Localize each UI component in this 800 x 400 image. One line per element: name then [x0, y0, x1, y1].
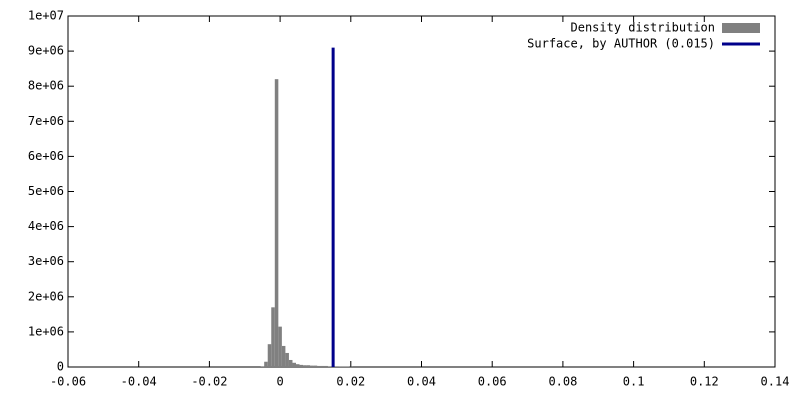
- x-tick-label: -0.04: [121, 375, 157, 389]
- bar: [278, 326, 282, 367]
- bar: [292, 362, 297, 367]
- y-tick-label: 8e+06: [28, 79, 64, 93]
- bar: [288, 359, 293, 367]
- plot-frame: [67, 15, 776, 368]
- x-tick-label: -0.02: [191, 375, 227, 389]
- x-tick-label: 0.04: [407, 375, 436, 389]
- bar: [313, 365, 318, 367]
- bar: [260, 366, 265, 367]
- x-tick-label: 0.14: [761, 375, 790, 389]
- y-tick-label: 0: [57, 360, 64, 374]
- bar: [306, 365, 311, 367]
- x-tick-label: 0.12: [690, 375, 719, 389]
- bar: [299, 364, 304, 367]
- bar: [296, 364, 300, 367]
- x-tick-label: 0.06: [478, 375, 507, 389]
- legend-label: Density distribution: [571, 21, 716, 35]
- bar: [285, 352, 289, 367]
- x-tick-label: 0: [276, 375, 283, 389]
- y-tick-label: 2e+06: [28, 289, 64, 303]
- y-tick-label: 9e+06: [28, 44, 64, 58]
- x-tick-label: -0.06: [50, 375, 86, 389]
- x-tick-label: 0.1: [623, 375, 645, 389]
- bar: [320, 365, 325, 367]
- bar: [267, 344, 272, 367]
- bar: [317, 365, 321, 367]
- x-tick-label: 0.02: [336, 375, 365, 389]
- bar: [327, 366, 332, 367]
- bar: [281, 345, 286, 367]
- bar: [264, 361, 268, 367]
- y-tick-label: 7e+06: [28, 114, 64, 128]
- y-tick-label: 3e+06: [28, 254, 64, 268]
- legend-swatch: [722, 23, 760, 33]
- bar: [334, 366, 339, 367]
- y-tick-label: 5e+06: [28, 184, 64, 198]
- bar: [271, 307, 275, 367]
- y-tick-label: 4e+06: [28, 219, 64, 233]
- legend-label: Surface, by AUTHOR (0.015): [527, 37, 715, 51]
- x-tick-label: 0.08: [548, 375, 577, 389]
- y-tick-label: 6e+06: [28, 149, 64, 163]
- bar: [324, 365, 328, 367]
- bar: [274, 79, 279, 368]
- y-tick-label: 1e+06: [28, 324, 64, 338]
- y-tick-label: 1e+07: [28, 9, 64, 23]
- bar: [303, 365, 307, 367]
- bar: [310, 365, 314, 367]
